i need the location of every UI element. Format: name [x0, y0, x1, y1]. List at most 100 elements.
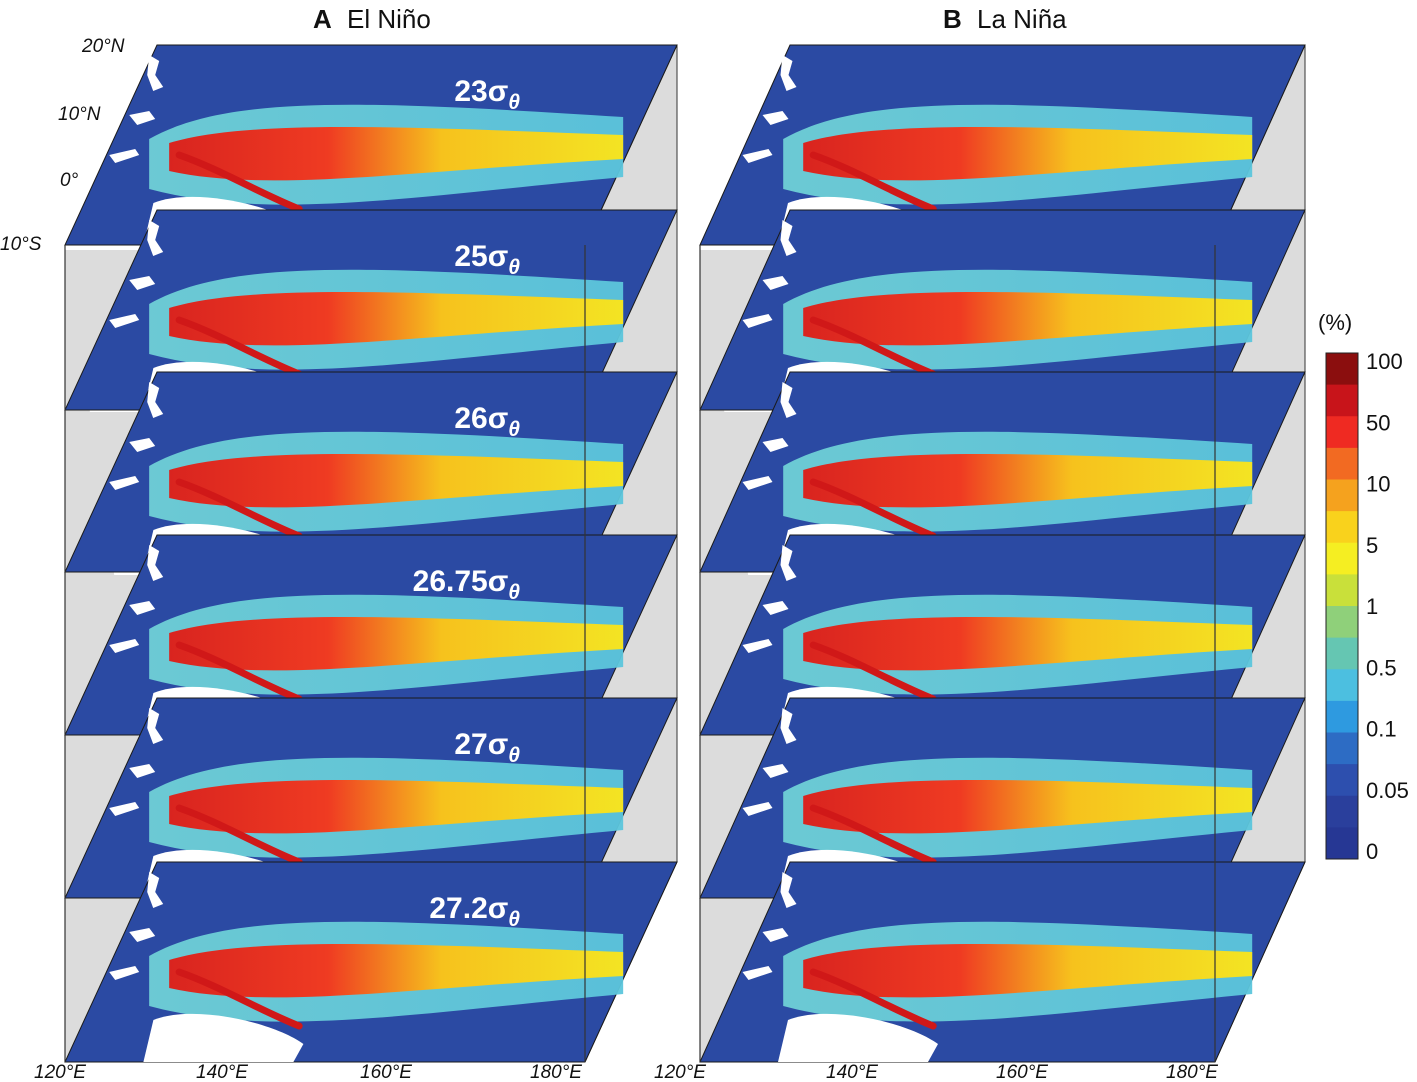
philippines-land	[780, 545, 797, 581]
philippines-land	[147, 872, 164, 908]
layer-level-label: 26.75σθ	[413, 565, 521, 604]
philippines-land	[147, 382, 164, 418]
layer-level-label: 26σθ	[454, 402, 520, 441]
colorbar-swatch	[1326, 700, 1358, 733]
lon-label-b-140e: 140°E	[826, 1062, 878, 1082]
philippines-land	[147, 708, 164, 744]
indonesia-islands	[109, 438, 156, 490]
indonesia-islands	[109, 928, 156, 980]
indonesia-islands	[109, 601, 156, 653]
colorbar-tick-label: 1	[1366, 594, 1378, 619]
lon-label-a-160e: 160°E	[360, 1062, 412, 1082]
lon-label-b-120e: 120°E	[654, 1062, 706, 1082]
tracer-plume	[169, 617, 624, 671]
colorbar-tick-label: 50	[1366, 410, 1390, 435]
panel-b-layer-stack	[699, 44, 1306, 1063]
indonesia-islands	[742, 928, 789, 980]
tracer-plume	[803, 617, 1253, 671]
colorbar-swatch	[1326, 384, 1358, 417]
boundary-current	[175, 641, 303, 703]
lat-label-eq: 0°	[60, 170, 79, 191]
tracer-plume	[803, 944, 1253, 998]
indonesia-islands	[742, 276, 789, 328]
boundary-current	[809, 316, 937, 378]
philippines-land	[780, 382, 797, 418]
lat-label-10n: 10°N	[58, 104, 101, 125]
layer-level-label: 23σθ	[454, 75, 520, 114]
boundary-current	[809, 804, 937, 866]
layer-level-label: 27.2σθ	[429, 892, 520, 931]
density-layer: 26σθ	[64, 371, 678, 573]
tracer-plume	[169, 127, 624, 181]
density-layer	[699, 861, 1306, 1063]
colorbar-unit: (%)	[1318, 310, 1352, 335]
panel-b-letter: B	[943, 4, 962, 34]
tracer-plume	[803, 780, 1253, 834]
colorbar-swatch	[1326, 795, 1358, 828]
panel-b-title: B La Niña	[943, 4, 1067, 34]
colorbar-tick-label: 0	[1366, 839, 1378, 864]
boundary-current	[175, 151, 303, 213]
lon-label-a-120e: 120°E	[34, 1062, 86, 1082]
lon-label-a-140e: 140°E	[196, 1062, 248, 1082]
colorbar-tick-label: 0.5	[1366, 655, 1397, 680]
lon-label-a-180e: 180°E	[530, 1062, 582, 1082]
indonesia-islands	[742, 764, 789, 816]
philippines-land	[147, 55, 164, 91]
philippines-land	[147, 220, 164, 256]
tracer-plume	[169, 454, 624, 508]
density-layer: 23σθ	[64, 44, 678, 246]
colorbar-swatch	[1326, 732, 1358, 765]
philippines-land	[780, 55, 797, 91]
colorbar-tick-label: 0.05	[1366, 778, 1409, 803]
lat-label-20n: 20°N	[81, 36, 125, 57]
colorbar-tick-label: 5	[1366, 533, 1378, 558]
lat-label-10s: 10°S	[0, 234, 42, 255]
colorbar-swatch	[1326, 511, 1358, 544]
colorbar: 100 50 10 5 1 0.5 0.1 0.05 0	[1325, 349, 1409, 864]
boundary-current	[809, 641, 937, 703]
boundary-current	[175, 316, 303, 378]
density-layer: 25σθ	[64, 209, 678, 411]
colorbar-swatch	[1326, 574, 1358, 607]
tracer-plume	[803, 454, 1253, 508]
lon-label-b-160e: 160°E	[996, 1062, 1048, 1082]
boundary-current	[809, 151, 937, 213]
philippines-land	[147, 545, 164, 581]
colorbar-swatch	[1326, 764, 1358, 797]
lon-label-b-180e: 180°E	[1166, 1062, 1218, 1082]
philippines-land	[780, 220, 797, 256]
indonesia-islands	[109, 111, 156, 163]
philippines-land	[780, 872, 797, 908]
layer-level-label: 25σθ	[454, 240, 520, 279]
tracer-plume	[803, 292, 1253, 346]
tracer-plume	[169, 944, 624, 998]
density-layer: 27σθ	[64, 697, 678, 899]
philippines-land	[780, 708, 797, 744]
tracer-plume	[803, 127, 1253, 181]
colorbar-frame	[1325, 352, 1359, 860]
new-guinea-land	[778, 1013, 938, 1062]
boundary-current	[175, 804, 303, 866]
indonesia-islands	[109, 764, 156, 816]
boundary-current	[175, 968, 303, 1030]
boundary-current	[809, 968, 937, 1030]
indonesia-islands	[109, 276, 156, 328]
colorbar-swatch	[1326, 637, 1358, 670]
panel-b-name: La Niña	[977, 4, 1067, 34]
colorbar-swatch	[1326, 542, 1358, 575]
boundary-current	[175, 478, 303, 540]
colorbar-swatch	[1326, 827, 1358, 860]
indonesia-islands	[742, 438, 789, 490]
colorbar-swatch	[1326, 353, 1358, 386]
panel-a-layer-stack: 23σθ 25σθ 26σθ 26.75σθ 27σθ 27.2σθ	[64, 44, 678, 1063]
tracer-plume	[169, 292, 624, 346]
density-layer: 27.2σθ	[64, 861, 678, 1063]
colorbar-swatch	[1326, 479, 1358, 512]
colorbar-tick-label: 100	[1366, 349, 1403, 374]
new-guinea-land	[143, 1013, 304, 1062]
tracer-plume	[169, 780, 624, 834]
panel-a-letter: A	[313, 4, 332, 34]
colorbar-swatch	[1326, 447, 1358, 480]
